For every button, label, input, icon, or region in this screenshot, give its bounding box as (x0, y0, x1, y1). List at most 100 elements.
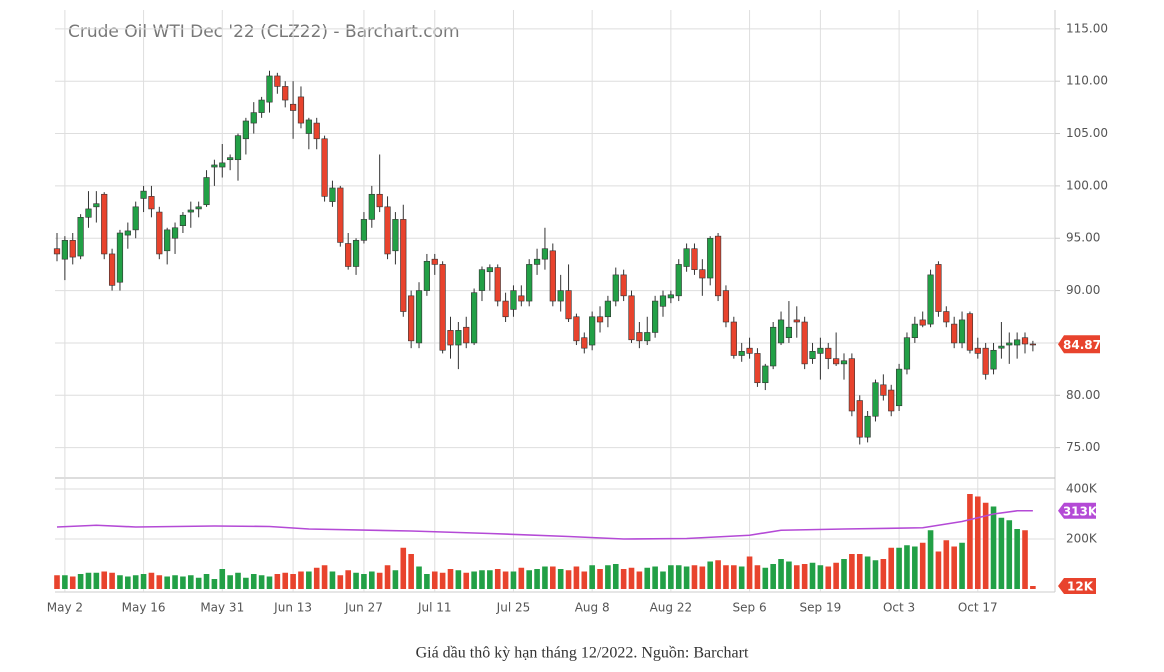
volume-bar (762, 567, 769, 589)
volume-bar (369, 571, 375, 589)
volume-bar (77, 574, 84, 589)
volume-bar (353, 572, 359, 589)
candle-body (667, 294, 674, 299)
candle-body (974, 347, 981, 354)
candle-body (384, 206, 391, 255)
volume-bar (518, 567, 525, 589)
volume-bar (715, 560, 721, 589)
candle-body (250, 112, 257, 124)
volume-bar (982, 502, 989, 589)
volume-bar (510, 571, 517, 589)
candle-body (140, 190, 147, 199)
candle-body (108, 253, 116, 286)
volume-bar (54, 575, 60, 589)
volume-bar (392, 570, 399, 589)
candle-body (266, 75, 273, 103)
volume-bar (172, 575, 178, 589)
volume-bar (203, 574, 210, 589)
candle-body (581, 337, 588, 349)
candle-body (872, 382, 879, 417)
y-tick-label: 100.00 (1066, 178, 1108, 192)
volume-bar (841, 559, 847, 589)
candle-body (463, 326, 470, 344)
candle-body (888, 389, 895, 412)
volume-bar (943, 540, 950, 589)
candle-body (400, 219, 407, 312)
volume-bar (809, 562, 816, 589)
volume-bar (675, 565, 682, 589)
candle-body (227, 157, 234, 161)
volume-bar (699, 566, 706, 589)
candle-body (116, 232, 124, 283)
volume-bar (573, 566, 580, 589)
volume-bar (282, 572, 289, 589)
candle-body (620, 274, 627, 297)
volume-bar (974, 496, 981, 589)
volume-bar (801, 564, 808, 589)
y-tick-label: 75.00 (1066, 440, 1100, 454)
candle-body (518, 295, 525, 302)
candle-body (164, 229, 171, 252)
volume-bar (306, 571, 312, 589)
volume-bar (313, 567, 320, 589)
candle-body (659, 295, 667, 307)
volume-bar (935, 551, 942, 589)
volume-marker (1058, 578, 1096, 594)
volume-bar (195, 577, 202, 589)
volume-bar (778, 559, 784, 589)
candle-body (533, 258, 541, 265)
volume-bar (148, 572, 155, 589)
volume-bar (856, 554, 863, 589)
candle-body (321, 138, 328, 197)
volume-bar (912, 546, 918, 589)
volume-bar (660, 571, 666, 589)
candle-body (132, 206, 139, 231)
volume-bar (416, 566, 422, 589)
volume-bar (691, 565, 698, 589)
candle-body (101, 193, 108, 255)
volume-bar (266, 576, 273, 589)
candle-body (234, 135, 242, 161)
volume-bar (565, 570, 572, 589)
volume-bar (620, 569, 627, 589)
candle-body (919, 319, 926, 326)
volume-bar (140, 574, 147, 589)
candle-body (408, 295, 415, 342)
candle-body (911, 323, 918, 339)
candle-body (85, 208, 92, 218)
volume-bar (125, 576, 131, 589)
volume-bar (1014, 529, 1020, 589)
volume-bar (455, 570, 462, 589)
volume-bar (227, 575, 233, 589)
candle-body (722, 290, 730, 323)
candle-body (895, 368, 903, 407)
candle-body (171, 227, 179, 239)
volume-bar (605, 565, 611, 589)
candle-body (644, 332, 651, 342)
volume-bar (1006, 520, 1013, 589)
y-tick-label: 105.00 (1066, 126, 1108, 140)
volume-bar (93, 572, 100, 589)
volume-marker (1058, 502, 1096, 519)
candle-body (746, 347, 753, 354)
volume-bar (376, 572, 383, 589)
volume-bar (793, 565, 800, 589)
candle-body (313, 122, 320, 140)
volume-bar (132, 575, 139, 589)
candle-body (53, 248, 61, 255)
volume-bar (431, 571, 438, 589)
volume-bar (534, 569, 540, 589)
candle-body (305, 119, 312, 134)
volume-bar (290, 574, 296, 589)
candle-body (502, 300, 509, 318)
candle-body (557, 290, 564, 302)
volume-bar (85, 572, 92, 589)
candle-body (699, 269, 706, 279)
candle-body (927, 274, 934, 325)
volume-bar (707, 561, 714, 589)
candle-body (966, 313, 974, 351)
volume-bar (494, 569, 501, 589)
candle-body (990, 349, 997, 370)
volume-bar (636, 571, 643, 589)
